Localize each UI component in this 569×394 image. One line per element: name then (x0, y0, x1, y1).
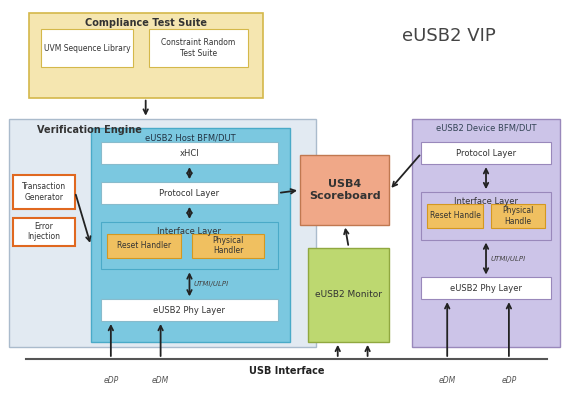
Text: eDP: eDP (501, 376, 517, 385)
Bar (9, 119, 316, 347)
Text: Interface Layer: Interface Layer (454, 197, 518, 206)
Bar (91, 128, 290, 342)
Bar (41, 29, 133, 67)
Text: Reset Handle: Reset Handle (430, 211, 481, 220)
Bar (300, 155, 390, 225)
Text: USB Interface: USB Interface (249, 366, 324, 376)
Bar (13, 175, 75, 209)
Bar (13, 218, 75, 245)
Text: Interface Layer: Interface Layer (158, 227, 221, 236)
Text: Transaction
Generator: Transaction Generator (22, 182, 66, 202)
Bar (101, 142, 278, 164)
Text: USB4
Scoreboard: USB4 Scoreboard (309, 179, 381, 201)
Text: eUSB2 Phy Layer: eUSB2 Phy Layer (154, 306, 225, 315)
Bar (101, 222, 278, 269)
Text: eUSB2 Device BFM/DUT: eUSB2 Device BFM/DUT (436, 124, 536, 133)
Text: Protocol Layer: Protocol Layer (456, 149, 516, 158)
Text: Physical
Handle: Physical Handle (502, 206, 534, 226)
Text: eDM: eDM (152, 376, 169, 385)
Text: UVM Sequence Library: UVM Sequence Library (44, 44, 130, 52)
Text: Compliance Test Suite: Compliance Test Suite (85, 18, 207, 28)
Bar (101, 299, 278, 321)
Text: Reset Handler: Reset Handler (117, 241, 171, 250)
Bar (101, 182, 278, 204)
Bar (491, 204, 545, 228)
Text: eUSB2 Monitor: eUSB2 Monitor (315, 290, 382, 299)
Text: UTMI/ULPI: UTMI/ULPI (490, 256, 526, 262)
Bar (192, 234, 264, 258)
Text: eUSB2 Host BFM/DUT: eUSB2 Host BFM/DUT (145, 134, 236, 143)
Bar (427, 204, 483, 228)
Text: Constraint Random
Test Suite: Constraint Random Test Suite (161, 38, 236, 58)
Bar (149, 29, 248, 67)
Text: eUSB2 Phy Layer: eUSB2 Phy Layer (450, 284, 522, 293)
Bar (421, 192, 551, 240)
Text: Protocol Layer: Protocol Layer (159, 188, 220, 197)
Bar (421, 277, 551, 299)
Text: eUSB2 VIP: eUSB2 VIP (402, 27, 496, 45)
Text: xHCI: xHCI (180, 149, 199, 158)
Text: Physical
Handler: Physical Handler (213, 236, 244, 255)
Text: Verification Engine: Verification Engine (36, 125, 142, 136)
Bar (413, 119, 560, 347)
Bar (421, 142, 551, 164)
Text: UTMI/ULPI: UTMI/ULPI (193, 281, 229, 287)
Bar (107, 234, 180, 258)
Text: Error
Injection: Error Injection (28, 222, 61, 242)
Bar (29, 13, 263, 98)
Bar (308, 248, 390, 342)
Text: eDM: eDM (439, 376, 456, 385)
Text: eDP: eDP (103, 376, 118, 385)
